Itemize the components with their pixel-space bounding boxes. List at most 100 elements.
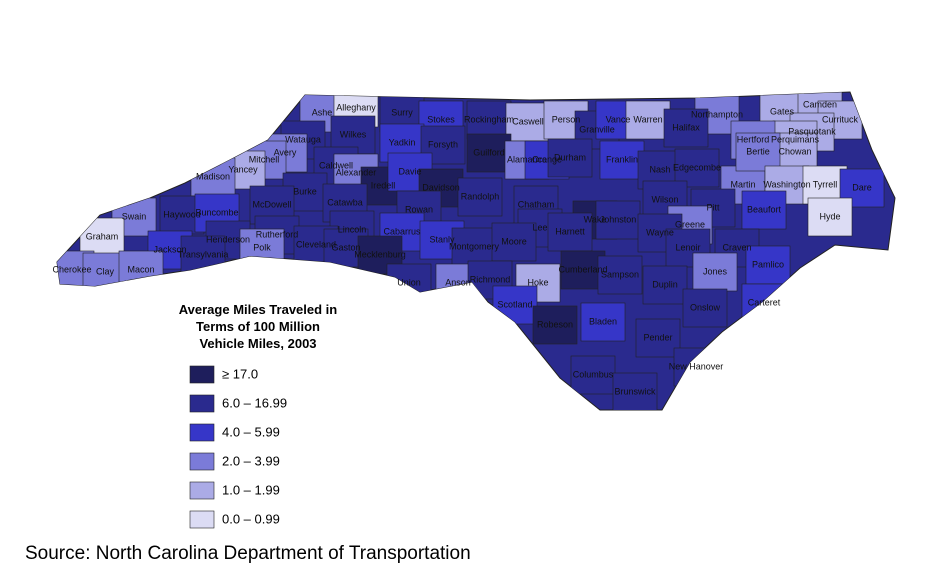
county-label: Montgomery (449, 241, 500, 251)
county-label: Pender (643, 332, 672, 342)
county-label: Edgecombe (673, 162, 721, 172)
county-label: Rowan (405, 204, 433, 214)
county-label: Scotland (497, 299, 532, 309)
county (772, 132, 818, 172)
county-label: Washington (763, 179, 810, 189)
legend-swatch (189, 423, 215, 442)
county (491, 222, 537, 262)
legend-label: 6.0 – 16.99 (222, 395, 287, 410)
county-label: Rockingham (464, 114, 514, 124)
county-label: Clay (96, 266, 115, 276)
county-label: Granville (579, 124, 615, 134)
county-label: Davie (398, 166, 421, 176)
county-label: Hertford (737, 134, 770, 144)
county-label: Caswell (512, 116, 544, 126)
county-label: Durham (554, 152, 586, 162)
county-label: Macon (127, 264, 154, 274)
county-label: Camden (803, 99, 837, 109)
county-label: Lee (532, 222, 547, 232)
county-label: Gaston (331, 242, 360, 252)
legend-title: Vehicle Miles, 2003 (199, 336, 316, 351)
county-label: Avery (274, 147, 297, 157)
legend-swatch (189, 452, 215, 471)
county-label: Wilson (651, 194, 678, 204)
county-label: Graham (86, 231, 119, 241)
county-label: Yadkin (389, 137, 416, 147)
county-label: Onslow (690, 302, 721, 312)
county (642, 265, 688, 305)
county-label: Currituck (822, 114, 859, 124)
county (532, 305, 578, 345)
county-label: Alamance (507, 154, 547, 164)
county-label: Mecklenburg (354, 249, 406, 259)
county-label: Mitchell (249, 154, 280, 164)
county-label: Brunswick (614, 386, 656, 396)
county (612, 372, 658, 410)
county-label: Franklin (606, 154, 638, 164)
county (635, 318, 681, 358)
county (674, 148, 720, 188)
county-label: Forsyth (428, 139, 458, 149)
county (580, 302, 626, 342)
county (745, 245, 791, 285)
county-label: Randolph (461, 191, 500, 201)
county-label: Robeson (537, 319, 573, 329)
county-label: Northampton (691, 109, 743, 119)
county-label: Wake (584, 214, 607, 224)
county-label: Hyde (819, 211, 840, 221)
county-label: Pamlico (752, 259, 784, 269)
county (547, 212, 593, 252)
county-label: Cleveland (296, 239, 336, 249)
county-label: Hoke (527, 277, 548, 287)
county-label: Catawba (327, 197, 363, 207)
legend-label: 1.0 – 1.99 (222, 482, 280, 497)
county (560, 250, 606, 290)
county-label: McDowell (252, 199, 291, 209)
county-label: Nash (649, 164, 670, 174)
county-label: Stanly (429, 234, 455, 244)
county-label: Cabarrus (383, 226, 421, 236)
county-label: Dare (852, 182, 872, 192)
county-labels: Ashe Alleghany Surry Stokes RockinghamCaswel… (52, 99, 871, 396)
county-label: Yancey (228, 164, 258, 174)
county-label: Lincoln (338, 224, 367, 234)
county-label: Moore (501, 236, 527, 246)
county-label: Surry (391, 107, 413, 117)
county-label: Stokes (427, 114, 455, 124)
county (457, 177, 503, 217)
county (663, 108, 709, 148)
county-label: New Hanover (669, 361, 724, 371)
county-label: Swain (122, 211, 147, 221)
county (802, 165, 848, 205)
county-label: Wilkes (340, 129, 367, 139)
county-label: Chatham (518, 199, 555, 209)
county-label: Vance (606, 114, 631, 124)
county (599, 140, 645, 180)
county-label: Tyrrell (813, 179, 838, 189)
county-label: Orange (532, 154, 562, 164)
county (451, 227, 497, 267)
county (547, 138, 593, 178)
legend-label: 2.0 – 3.99 (222, 453, 280, 468)
legend-title: Terms of 100 Million (196, 319, 320, 334)
county-label: Jackson (153, 244, 186, 254)
county-label: Perquimans (771, 134, 820, 144)
legend-title: Average Miles Traveled in (179, 302, 338, 317)
county (741, 190, 787, 230)
legend-swatch (189, 510, 215, 529)
legend-label: 0.0 – 0.99 (222, 511, 280, 526)
legend-swatch (189, 365, 215, 384)
county-label: Polk (253, 242, 271, 252)
legend-swatch (189, 481, 215, 500)
county-label: Anson (445, 277, 471, 287)
county (597, 255, 643, 295)
county-label: Madison (196, 171, 230, 181)
county-label: Iredell (371, 180, 396, 190)
county-label: Carteret (748, 297, 781, 307)
county-label: Richmond (470, 274, 511, 284)
county (505, 102, 551, 142)
county-label: Bladen (589, 316, 617, 326)
county-label: Rutherford (256, 229, 299, 239)
county-label: Beaufort (747, 204, 782, 214)
county-label: Watauga (285, 134, 321, 144)
